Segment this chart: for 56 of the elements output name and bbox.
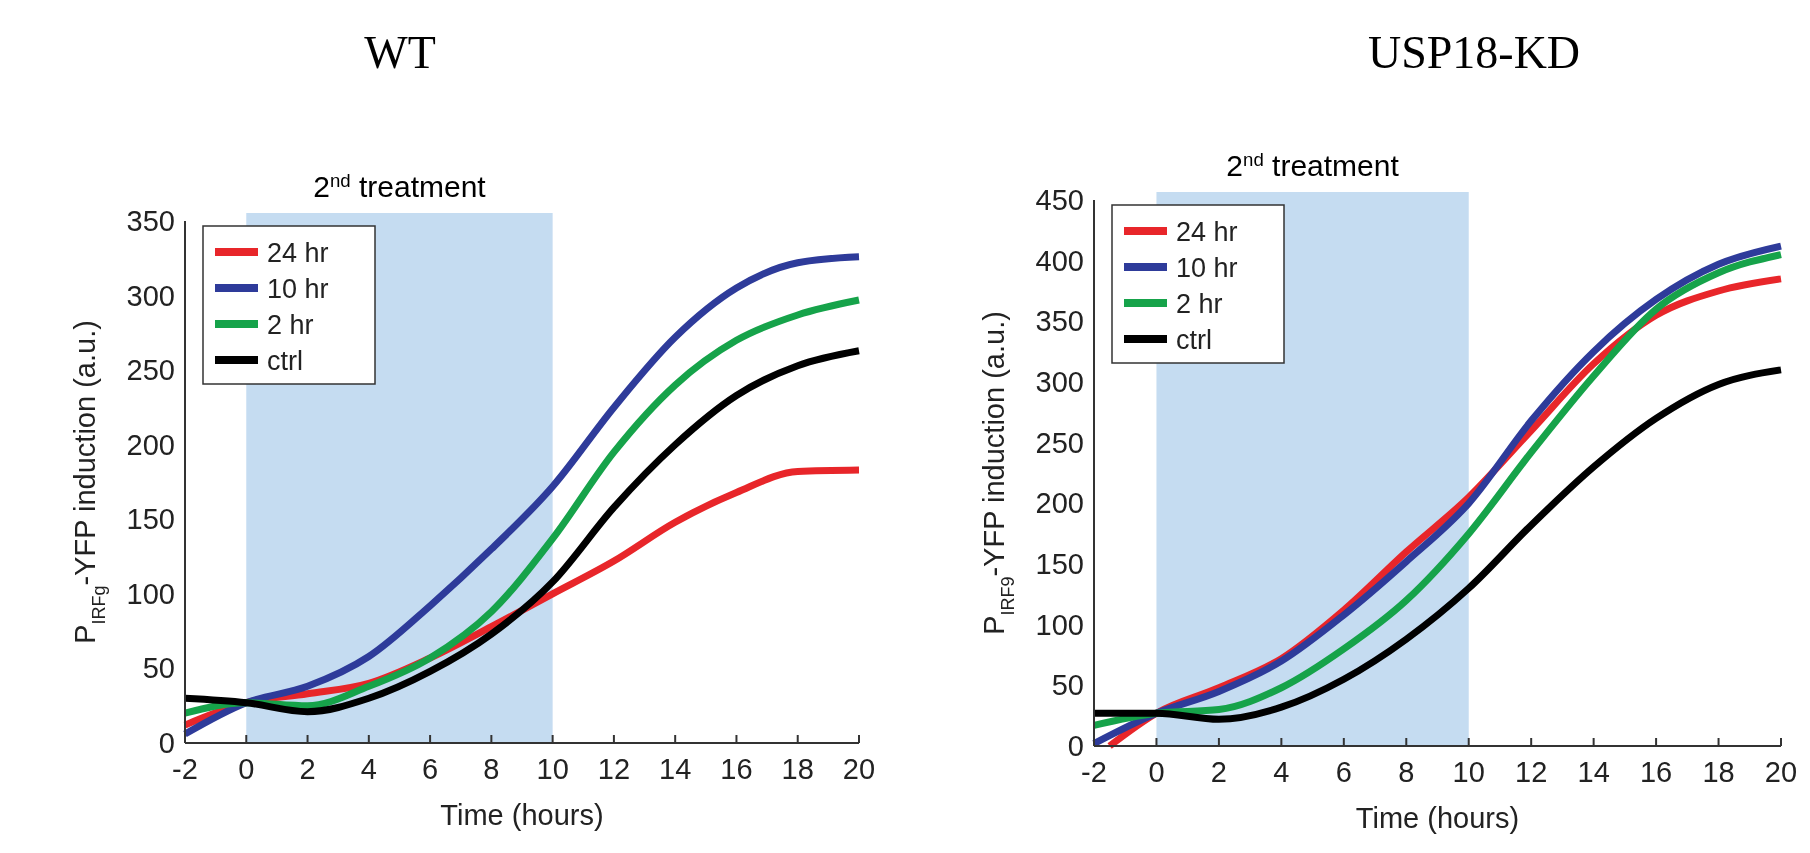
x-tick-label: 18 [781, 753, 814, 785]
x-tick-label: 20 [1764, 756, 1798, 788]
y-tick-label: 350 [1035, 305, 1084, 338]
y-tick-label: 250 [126, 354, 175, 387]
band-label: 2$^{nd}$ treatment [1226, 148, 1400, 182]
legend-label: ctrl [267, 346, 303, 376]
legend-label: 24 hr [1176, 217, 1238, 247]
x-tick-label: 0 [238, 753, 255, 785]
legend-label: 10 hr [267, 274, 329, 304]
chart-title: WT [364, 27, 436, 78]
band-label: 2$^{nd}$ treatment [313, 169, 487, 203]
x-axis-title: Time (hours) [440, 799, 604, 831]
legend-label: 24 hr [267, 238, 329, 268]
x-tick-label: 2 [299, 753, 316, 785]
y-tick-label: 0 [1067, 730, 1084, 762]
y-tick-label: 200 [126, 428, 175, 461]
y-tick-label: 50 [142, 652, 175, 685]
y-tick-label: 250 [1035, 426, 1084, 459]
x-tick-label: 6 [1335, 756, 1352, 788]
x-tick-label: 8 [1398, 756, 1415, 788]
x-tick-label: 20 [842, 753, 876, 785]
x-tick-label: 4 [1273, 756, 1290, 788]
y-tick-label: 200 [1035, 487, 1084, 520]
x-tick-label: 0 [1148, 756, 1165, 788]
y-tick-label: 450 [1035, 184, 1084, 216]
y-tick-label: 400 [1035, 244, 1084, 277]
x-tick-label: 14 [659, 753, 692, 785]
x-tick-label: 8 [483, 753, 500, 785]
chart-title: USP18-KD [1367, 27, 1581, 78]
y-tick-label: 50 [1051, 669, 1084, 702]
x-tick-label: 12 [1515, 756, 1548, 788]
x-axis-title: Time (hours) [1355, 802, 1520, 834]
y-tick-label: 100 [1035, 608, 1084, 641]
x-tick-label: 10 [1452, 756, 1485, 788]
x-tick-label: 14 [1577, 756, 1610, 788]
x-tick-label: 16 [1639, 756, 1673, 788]
y-tick-label: 150 [1035, 548, 1084, 580]
x-tick-label: -2 [1081, 756, 1107, 788]
y-tick-label: 300 [126, 279, 175, 312]
legend-label: 10 hr [1176, 253, 1238, 283]
x-tick-label: -2 [172, 753, 198, 785]
legend-label: ctrl [1176, 325, 1212, 355]
legend-label: 2 hr [267, 310, 314, 340]
x-tick-label: 4 [360, 753, 377, 785]
x-tick-label: 18 [1702, 756, 1735, 788]
y-tick-label: 150 [126, 503, 175, 536]
y-tick-label: 0 [158, 727, 175, 759]
y-tick-label: 350 [126, 205, 175, 237]
legend-label: 2 hr [1176, 289, 1223, 319]
y-tick-label: 300 [1035, 366, 1084, 398]
y-tick-label: 100 [126, 577, 175, 610]
x-tick-label: 12 [597, 753, 631, 785]
x-tick-label: 6 [422, 753, 439, 785]
x-tick-label: 16 [720, 753, 753, 785]
x-tick-label: 10 [536, 753, 569, 785]
x-tick-label: 2 [1210, 756, 1227, 788]
